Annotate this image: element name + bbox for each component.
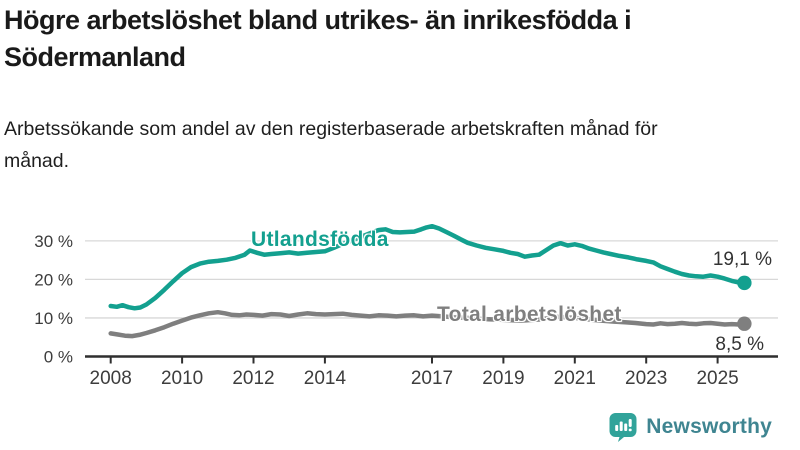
y-tick-label-0: 0 % xyxy=(44,348,73,367)
chart-title: Högre arbetslöshet bland utrikes- än inr… xyxy=(4,5,632,72)
y-tick-label-20: 20 % xyxy=(34,270,73,289)
series-line-0 xyxy=(108,223,747,311)
x-tick-label-2019: 2019 xyxy=(482,368,524,389)
series-line-1 xyxy=(108,309,747,339)
series-end-dot-0 xyxy=(737,275,752,291)
x-tick-label-2012: 2012 xyxy=(232,368,274,389)
x-tick-label-2014: 2014 xyxy=(304,368,347,389)
y-tick-label-30: 30 % xyxy=(34,232,73,251)
x-tick-label-2025: 2025 xyxy=(696,368,738,389)
chart-subtitle: Arbetssökande som andel av den registerb… xyxy=(4,118,658,172)
series-label-total-arbetsloshet: Total arbetslöshet xyxy=(437,303,622,326)
series-end-dot-1 xyxy=(737,316,752,331)
x-tick-label-2017: 2017 xyxy=(411,368,453,389)
newsworthy-logo: Newsworthy xyxy=(608,412,772,442)
x-tick-label-2023: 2023 xyxy=(625,368,667,389)
x-tick-label-2021: 2021 xyxy=(554,368,596,389)
end-value-label-total: 8,5 % xyxy=(715,334,764,355)
x-tick-label-2010: 2010 xyxy=(161,368,203,389)
end-value-label-utlandsfodda: 19,1 % xyxy=(712,249,772,270)
newsworthy-wordmark: Newsworthy xyxy=(646,415,772,438)
x-tick-label-2008: 2008 xyxy=(90,368,132,389)
y-tick-label-10: 10 % xyxy=(34,309,73,328)
series-label-utlandsfodda: Utlandsfödda xyxy=(251,228,389,251)
newsworthy-bubble-chart-icon xyxy=(608,412,638,442)
